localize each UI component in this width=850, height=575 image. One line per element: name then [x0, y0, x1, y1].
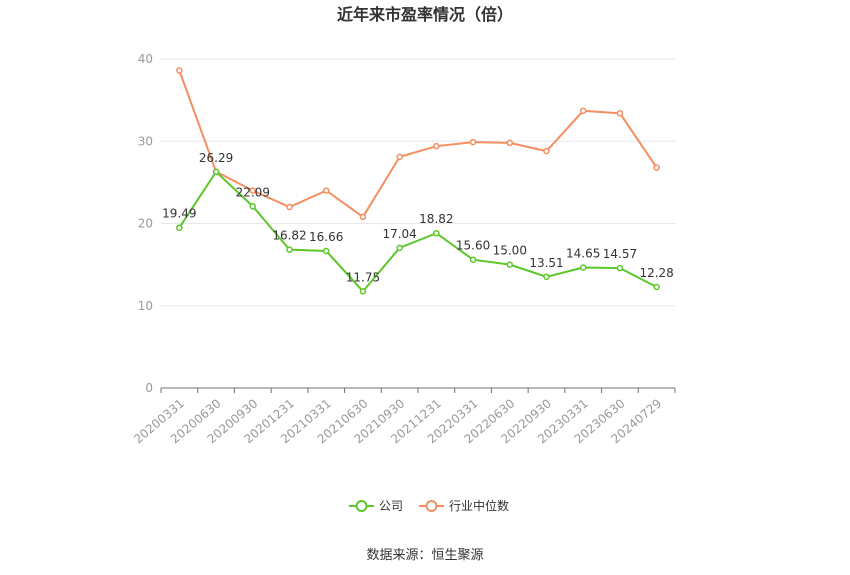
- legend-label: 行业中位数: [449, 498, 509, 513]
- data-label: 18.82: [419, 212, 453, 226]
- y-tick-label: 20: [138, 217, 153, 231]
- data-point[interactable]: [653, 283, 660, 291]
- chart-title: 近年来市盈率情况（倍）: [337, 5, 513, 24]
- data-point[interactable]: [249, 203, 257, 210]
- data-label: 19.49: [162, 207, 196, 221]
- data-point[interactable]: [543, 147, 550, 155]
- data-label: 16.82: [272, 229, 306, 243]
- y-tick-label: 30: [138, 134, 153, 148]
- series-line-0: [178, 170, 658, 293]
- data-point[interactable]: [176, 224, 183, 231]
- data-label: 15.00: [493, 244, 527, 258]
- data-label: 14.57: [603, 247, 637, 261]
- data-label: 13.51: [529, 256, 563, 270]
- y-tick-label: 10: [138, 299, 153, 313]
- legend-marker: [425, 500, 438, 512]
- data-point[interactable]: [176, 67, 183, 74]
- legend-item-1[interactable]: 行业中位数: [419, 498, 509, 513]
- data-point[interactable]: [322, 187, 330, 194]
- data-point[interactable]: [469, 256, 477, 263]
- data-point[interactable]: [653, 164, 660, 171]
- data-label: 17.04: [382, 227, 416, 241]
- data-point[interactable]: [506, 139, 514, 147]
- data-label: 22.09: [236, 185, 270, 199]
- data-point[interactable]: [396, 244, 403, 252]
- series-line-1: [178, 70, 658, 219]
- legend-marker: [355, 500, 368, 512]
- data-label: 15.60: [456, 239, 490, 253]
- legend-label: 公司: [379, 499, 403, 513]
- data-point[interactable]: [359, 213, 367, 221]
- data-point[interactable]: [506, 261, 514, 268]
- data-labels: 19.49 26.29 22.09 16.82 16.66 11.75 17.0418.82…: [162, 151, 674, 285]
- data-point[interactable]: [433, 229, 440, 237]
- data-label: 12.28: [639, 266, 673, 280]
- data-label: 16.66: [309, 230, 343, 244]
- y-tick-label: 0: [145, 381, 153, 395]
- data-point[interactable]: [359, 288, 367, 295]
- data-point[interactable]: [543, 273, 550, 281]
- data-point[interactable]: [579, 264, 587, 271]
- legend-item-0[interactable]: 公司: [349, 499, 403, 513]
- data-point[interactable]: [212, 168, 220, 176]
- data-point[interactable]: [396, 153, 403, 161]
- data-point[interactable]: [286, 203, 293, 211]
- data-point[interactable]: [249, 187, 257, 194]
- series: [176, 67, 660, 295]
- data-point[interactable]: [322, 247, 330, 255]
- source-note: 数据来源：恒生聚源: [366, 548, 483, 563]
- grid: [161, 58, 675, 307]
- data-label: 14.65: [566, 247, 600, 261]
- y-tick-label: 40: [138, 52, 153, 66]
- data-label: 11.75: [346, 270, 380, 284]
- data-point[interactable]: [286, 246, 293, 253]
- data-point[interactable]: [616, 110, 624, 117]
- legend[interactable]: 公司 行业中位数: [349, 498, 509, 513]
- data-point[interactable]: [616, 264, 624, 272]
- data-point[interactable]: [469, 138, 477, 146]
- data-label: 26.29: [199, 151, 233, 165]
- data-point[interactable]: [433, 142, 440, 150]
- data-point[interactable]: [579, 107, 587, 115]
